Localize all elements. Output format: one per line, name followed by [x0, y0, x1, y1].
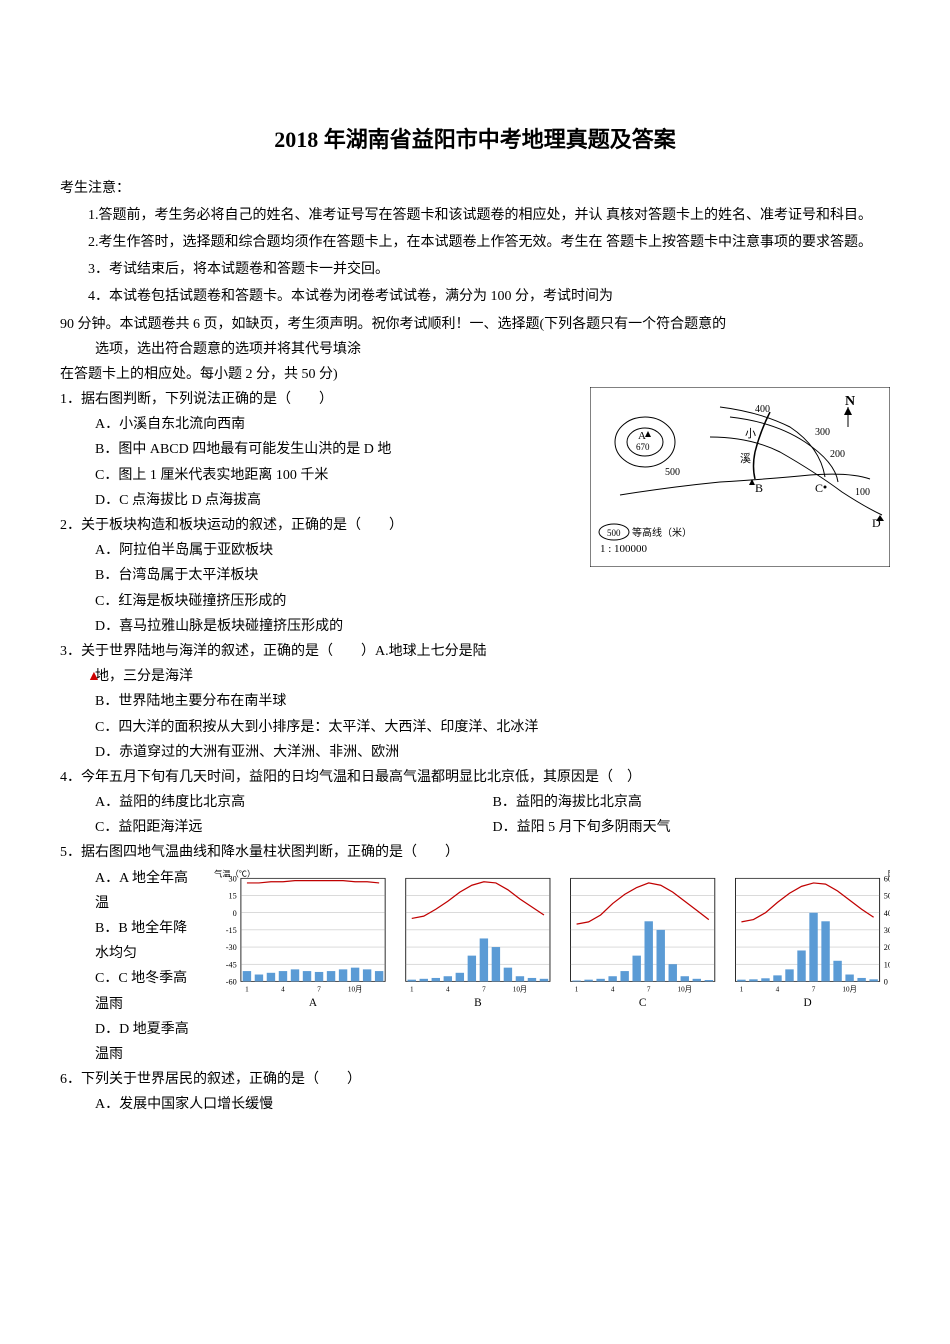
svg-text:100: 100: [884, 960, 890, 969]
q4-option-d: D．益阳 5 月下旬多阴雨天气: [493, 815, 891, 840]
q1-option-d: D．C 点海拔比 D 点海拔高: [60, 488, 580, 513]
q1-option-a: A．小溪自东北流向西南: [60, 412, 580, 437]
svg-text:-15: -15: [226, 926, 237, 935]
q5-option-b: B．B 地全年降水均匀: [60, 916, 200, 966]
q4-text: 4．今年五月下旬有几天时间，益阳的日均气温和日最高气温都明显比北京低，其原因是（…: [60, 765, 890, 790]
q6-text: 6．下列关于世界居民的叙述，正确的是（ ）: [60, 1067, 890, 1092]
instruction-continued: 90 分钟。本试题卷共 6 页，如缺页，考生须声明。祝你考试顺利！一、选择题(下…: [60, 312, 890, 337]
svg-text:500: 500: [884, 891, 890, 900]
north-label: N: [845, 394, 855, 409]
svg-text:100: 100: [855, 487, 870, 498]
svg-text:10月: 10月: [842, 985, 856, 993]
svg-text:7: 7: [317, 985, 321, 993]
q2-text: 2．关于板块构造和板块运动的叙述，正确的是（ ）: [60, 513, 580, 538]
q2-option-a: A．阿拉伯半岛属于亚欧板块: [60, 538, 580, 563]
q3-option-b: B．世界陆地主要分布在南半球: [60, 689, 890, 714]
question-6: 6．下列关于世界居民的叙述，正确的是（ ） A．发展中国家人口增长缓慢: [60, 1067, 890, 1117]
svg-text:A: A: [638, 430, 646, 442]
instruction-3: 3．考试结束后，将本试题卷和答题卡一并交回。: [60, 257, 890, 282]
svg-text:10月: 10月: [513, 985, 527, 993]
q1-q2-row: 1．据右图判断，下列说法正确的是（ ） A．小溪自东北流向西南 B．图中 ABC…: [60, 387, 890, 639]
q5-option-a: A．A 地全年高温: [60, 866, 200, 916]
svg-text:670: 670: [636, 442, 650, 452]
q5-text: 5．据右图四地气温曲线和降水量柱状图判断，正确的是（ ）: [60, 840, 890, 865]
question-2: 2．关于板块构造和板块运动的叙述，正确的是（ ） A．阿拉伯半岛属于亚欧板块 B…: [60, 513, 580, 639]
svg-text:C: C: [639, 997, 647, 1009]
svg-text:1: 1: [575, 985, 579, 993]
q3-option-c: C．四大洋的面积按从大到小排序是：太平洋、大西洋、印度洋、北冰洋: [60, 715, 890, 740]
svg-text:600: 600: [884, 874, 890, 883]
svg-text:4: 4: [446, 985, 450, 993]
q1-option-b: B．图中 ABCD 四地最有可能发生山洪的是 D 地: [60, 437, 580, 462]
q4-option-c: C．益阳距海洋远: [95, 815, 493, 840]
q5-option-c: C．C 地冬季高温雨: [60, 966, 200, 1016]
q2-option-d: D．喜马拉雅山脉是板块碰撞挤压形成的: [60, 614, 580, 639]
figure-1-contour-map: N 400 300 200 100 A 670 500 小 溪 B: [590, 387, 890, 576]
svg-text:300: 300: [884, 926, 890, 935]
svg-text:B: B: [474, 997, 482, 1009]
question-3: 3．关于世界陆地与海洋的叙述，正确的是（ ）A.地球上七分是陆 ▲地，三分是海洋…: [60, 639, 890, 765]
svg-text:10月: 10月: [678, 985, 692, 993]
contour-map-svg: N 400 300 200 100 A 670 500 小 溪 B: [590, 387, 890, 567]
q1-option-c: C．图上 1 厘米代表实地距离 100 千米: [60, 463, 580, 488]
svg-text:500: 500: [607, 528, 621, 538]
svg-text:7: 7: [647, 985, 651, 993]
svg-text:1 : 100000: 1 : 100000: [600, 543, 648, 555]
instructions-block: 1.答题前，考生务必将自己的姓名、准考证号写在答题卡和该试题卷的相应处，并认 真…: [60, 203, 890, 310]
question-1: 1．据右图判断，下列说法正确的是（ ） A．小溪自东北流向西南 B．图中 ABC…: [60, 387, 580, 513]
question-4: 4．今年五月下旬有几天时间，益阳的日均气温和日最高气温都明显比北京低，其原因是（…: [60, 765, 890, 841]
svg-text:30: 30: [229, 874, 237, 883]
svg-text:小: 小: [745, 427, 756, 440]
svg-text:7: 7: [812, 985, 816, 993]
svg-text:D: D: [803, 997, 811, 1009]
q3-text-2: 地，三分是海洋: [95, 669, 193, 684]
svg-text:200: 200: [884, 943, 890, 952]
svg-text:1: 1: [740, 985, 744, 993]
q2-option-b: B．台湾岛属于太平洋板块: [60, 563, 580, 588]
svg-text:C: C: [815, 481, 823, 495]
instruction-continued-3: 在答题卡上的相应处。每小题 2 分，共 50 分): [60, 362, 890, 387]
svg-text:溪: 溪: [740, 452, 751, 465]
svg-text:400: 400: [884, 908, 890, 917]
svg-text:500: 500: [665, 467, 680, 478]
figure-2-climate-charts: 气温（℃）30150-15-30-45-60降水量（mm）60050040030…: [210, 866, 890, 1019]
q5-option-d: D．D 地夏季高温雨: [60, 1017, 200, 1067]
q4-option-b: B．益阳的海拔比北京高: [493, 790, 891, 815]
q1-text: 1．据右图判断，下列说法正确的是（ ）: [60, 387, 580, 412]
instruction-1: 1.答题前，考生务必将自己的姓名、准考证号写在答题卡和该试题卷的相应处，并认 真…: [60, 203, 890, 228]
svg-text:10月: 10月: [348, 985, 362, 993]
svg-text:4: 4: [611, 985, 615, 993]
instruction-continued-2: 选项，选出符合题意的选项并将其代号填涂: [60, 337, 890, 362]
q4-option-a: A．益阳的纬度比北京高: [95, 790, 493, 815]
svg-text:0: 0: [884, 977, 888, 986]
svg-text:4: 4: [281, 985, 285, 993]
svg-text:1: 1: [245, 985, 249, 993]
svg-text:B: B: [755, 481, 763, 495]
svg-text:15: 15: [229, 891, 237, 900]
svg-text:-30: -30: [226, 943, 237, 952]
svg-text:A: A: [309, 997, 318, 1009]
svg-text:400: 400: [755, 404, 770, 415]
svg-text:7: 7: [482, 985, 486, 993]
svg-text:300: 300: [815, 427, 830, 438]
q3-option-d: D．赤道穿过的大洲有亚洲、大洋洲、非洲、欧洲: [60, 740, 890, 765]
instruction-2: 2.考生作答时，选择题和综合题均须作在答题卡上，在本试题卷上作答无效。考生在 答…: [60, 230, 890, 255]
svg-text:-45: -45: [226, 960, 237, 969]
question-5: 5．据右图四地气温曲线和降水量柱状图判断，正确的是（ ） A．A 地全年高温 B…: [60, 840, 890, 1067]
q3-text: 3．关于世界陆地与海洋的叙述，正确的是（ ）A.地球上七分是陆: [60, 639, 890, 664]
instruction-4: 4．本试卷包括试题卷和答题卡。本试卷为闭卷考试试卷，满分为 100 分，考试时间…: [60, 284, 890, 309]
q2-option-c: C．红海是板块碰撞挤压形成的: [60, 589, 580, 614]
svg-text:1: 1: [410, 985, 414, 993]
svg-text:-60: -60: [226, 977, 237, 986]
page-title: 2018 年湖南省益阳市中考地理真题及答案: [60, 120, 890, 160]
notice-label: 考生注意：: [60, 176, 890, 201]
svg-text:0: 0: [233, 908, 237, 917]
svg-text:200: 200: [830, 449, 845, 460]
q6-option-a: A．发展中国家人口增长缓慢: [60, 1092, 890, 1117]
svg-text:等高线（米）: 等高线（米）: [632, 526, 692, 539]
climate-charts-svg: 气温（℃）30150-15-30-45-60降水量（mm）60050040030…: [210, 866, 890, 1010]
svg-text:4: 4: [776, 985, 780, 993]
